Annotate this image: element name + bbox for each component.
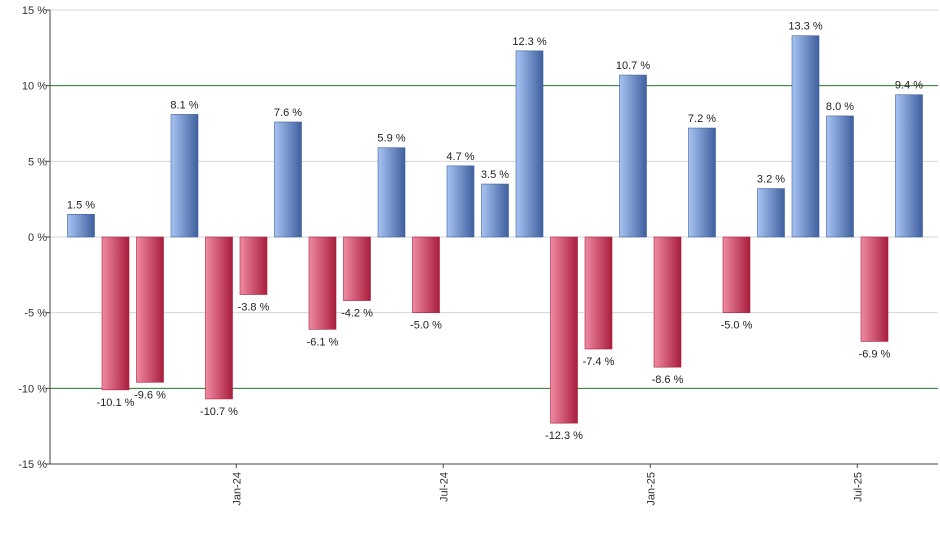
data-label: 8.0 %: [826, 101, 854, 113]
reference-lines: [50, 85, 938, 389]
bar: [343, 236, 371, 301]
bar: [757, 188, 785, 238]
x-tick-label: Jul-25: [852, 472, 864, 502]
data-label: 10.7 %: [616, 60, 650, 72]
data-label: -5.0 %: [410, 320, 442, 332]
data-label: -8.6 %: [652, 374, 684, 386]
bar: [136, 236, 164, 383]
bar: [67, 214, 95, 238]
bar: [722, 236, 751, 313]
data-label: 4.7 %: [446, 151, 474, 163]
data-label: -10.7 %: [200, 406, 238, 418]
bar: [481, 183, 509, 238]
bars: [67, 35, 923, 424]
y-tick-label: -10 %: [18, 383, 47, 395]
data-label: 13.3 %: [788, 21, 822, 33]
bar: [688, 127, 716, 238]
bar: [205, 236, 233, 400]
x-tick-label: Jan-25: [645, 472, 657, 506]
bar: [239, 236, 268, 295]
bar: [308, 236, 337, 330]
bar: [101, 236, 130, 391]
bar: [619, 74, 647, 238]
bar: [515, 50, 544, 238]
y-tick-label: 15 %: [22, 5, 47, 17]
bar: [826, 115, 854, 238]
bar: [550, 236, 578, 424]
x-tick-label: Jan-24: [231, 472, 243, 506]
data-label: 9.4 %: [895, 80, 923, 92]
bar: [377, 147, 406, 238]
data-label: 7.2 %: [688, 113, 716, 125]
data-label: 3.5 %: [481, 169, 509, 181]
bar: [274, 121, 302, 238]
data-label: -6.9 %: [859, 348, 891, 360]
y-tick-label: -5 %: [24, 308, 47, 320]
bar: [653, 236, 682, 368]
data-label: -3.8 %: [238, 302, 270, 314]
data-label: 8.1 %: [170, 99, 198, 111]
bar: [895, 94, 923, 238]
y-tick-label: -15 %: [18, 459, 47, 471]
data-label: -6.1 %: [307, 336, 339, 348]
y-tick-label: 10 %: [22, 81, 47, 93]
bar: [860, 236, 889, 342]
data-label: -10.1 %: [97, 397, 135, 409]
data-label: 7.6 %: [274, 107, 302, 119]
bar: [170, 114, 199, 238]
data-label: -5.0 %: [721, 320, 753, 332]
data-label: 12.3 %: [512, 36, 546, 48]
x-tick-label: Jul-24: [438, 472, 450, 502]
data-label: -4.2 %: [341, 308, 373, 320]
data-label: 1.5 %: [67, 199, 95, 211]
data-label: -12.3 %: [545, 430, 583, 442]
data-label: 3.2 %: [757, 174, 785, 186]
data-label: -9.6 %: [134, 389, 166, 401]
data-label: -7.4 %: [583, 356, 615, 368]
data-label: 5.9 %: [377, 133, 405, 145]
bar: [791, 35, 820, 238]
bar: [412, 236, 440, 313]
axes: 15 % 10 % 5 % 0 % -5 % -10 % -15 % Jan-24 Jul-24…: [18, 5, 938, 506]
bar: [584, 236, 613, 350]
data-labels: 1.5 % -10.1 %-9.6 % 8.1 % -10.7 % -3.8 % 7.6 …: [67, 21, 923, 442]
y-tick-label: 5 %: [28, 156, 47, 168]
bar: [446, 165, 475, 238]
y-tick-label: 0 %: [28, 232, 47, 244]
